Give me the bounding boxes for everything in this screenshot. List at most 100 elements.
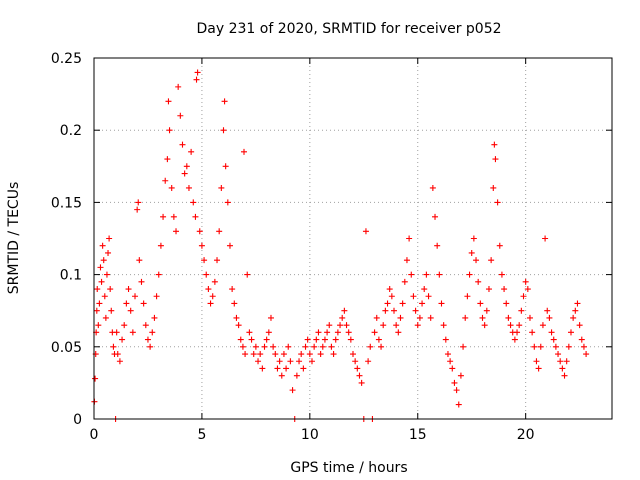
data-point [241, 148, 248, 155]
data-point [165, 98, 172, 105]
data-point [496, 242, 503, 249]
data-point [222, 163, 229, 170]
data-point [574, 300, 581, 307]
data-point [293, 372, 300, 379]
data-point [127, 307, 134, 314]
data-point [114, 351, 121, 358]
data-point [492, 156, 499, 163]
data-point [427, 314, 434, 321]
x-tick-label: 15 [409, 427, 427, 443]
data-point [239, 343, 246, 350]
data-point [98, 278, 105, 285]
data-point [138, 278, 145, 285]
axes: 0 5 10 15 20 0 0.05 0.1 0.15 0.2 0.25 [51, 51, 613, 443]
data-point [170, 213, 177, 220]
data-point [544, 307, 551, 314]
data-point [397, 314, 404, 321]
data-point [434, 242, 441, 249]
data-point [449, 365, 456, 372]
data-point [352, 358, 359, 365]
data-point [373, 314, 380, 321]
data-point [285, 343, 292, 350]
data-point [306, 351, 313, 358]
data-point [168, 184, 175, 191]
data-point [242, 351, 249, 358]
data-point [93, 307, 100, 314]
data-point [308, 358, 315, 365]
data-point [447, 358, 454, 365]
data-point [248, 336, 255, 343]
data-point [162, 177, 169, 184]
data-point [505, 314, 512, 321]
x-axis-label: GPS time / hours [290, 460, 407, 476]
data-point [317, 351, 324, 358]
data-point [350, 351, 356, 358]
data-point [395, 329, 402, 336]
data-point [457, 372, 464, 379]
data-point [319, 343, 326, 350]
data-point [477, 300, 484, 307]
y-tick-label: 0.2 [60, 123, 82, 139]
data-point [382, 307, 389, 314]
data-point [300, 365, 307, 372]
data-point [537, 343, 544, 350]
data-point [432, 213, 439, 220]
data-point [324, 329, 331, 336]
data-point [334, 329, 341, 336]
data-point [135, 199, 142, 206]
data-point [578, 336, 585, 343]
data-point [365, 358, 372, 365]
data-point [179, 141, 186, 148]
data-point [289, 387, 296, 394]
y-tick-label: 0 [73, 412, 82, 428]
data-point [246, 329, 253, 336]
data-point [194, 69, 201, 76]
data-point [183, 163, 190, 170]
data-point [524, 286, 531, 293]
data-point [412, 307, 419, 314]
data-point [175, 83, 182, 90]
data-point [237, 336, 244, 343]
data-point [406, 235, 413, 242]
data-point [371, 329, 378, 336]
data-point [311, 343, 318, 350]
data-point [108, 307, 115, 314]
data-point [570, 314, 577, 321]
data-point [203, 271, 210, 278]
data-point [583, 351, 590, 358]
data-point [345, 329, 352, 336]
data-point [125, 286, 132, 293]
data-point [101, 293, 108, 300]
data-point [403, 257, 410, 264]
x-tick-label: 0 [90, 427, 99, 443]
data-point [142, 322, 149, 329]
data-point [343, 322, 350, 329]
data-point [516, 322, 523, 329]
data-point [144, 336, 151, 343]
data-point [99, 242, 106, 249]
data-point [522, 278, 529, 285]
data-point [103, 271, 110, 278]
data-point [207, 300, 214, 307]
data-point [425, 293, 432, 300]
data-point [226, 242, 233, 249]
data-point [129, 329, 136, 336]
data-point [326, 322, 333, 329]
data-point [408, 271, 415, 278]
data-point [190, 199, 197, 206]
data-point [555, 351, 562, 358]
data-point [110, 343, 117, 350]
data-point [563, 358, 570, 365]
data-point [576, 322, 583, 329]
data-point [270, 343, 277, 350]
data-point [280, 351, 287, 358]
x-tick-label: 20 [517, 427, 535, 443]
data-point [410, 293, 417, 300]
data-point [421, 286, 428, 293]
data-point [177, 112, 184, 119]
data-point [100, 257, 107, 264]
data-point [287, 358, 294, 365]
y-axis-label: SRMTID / TECUs [6, 182, 22, 295]
data-point [147, 343, 154, 350]
